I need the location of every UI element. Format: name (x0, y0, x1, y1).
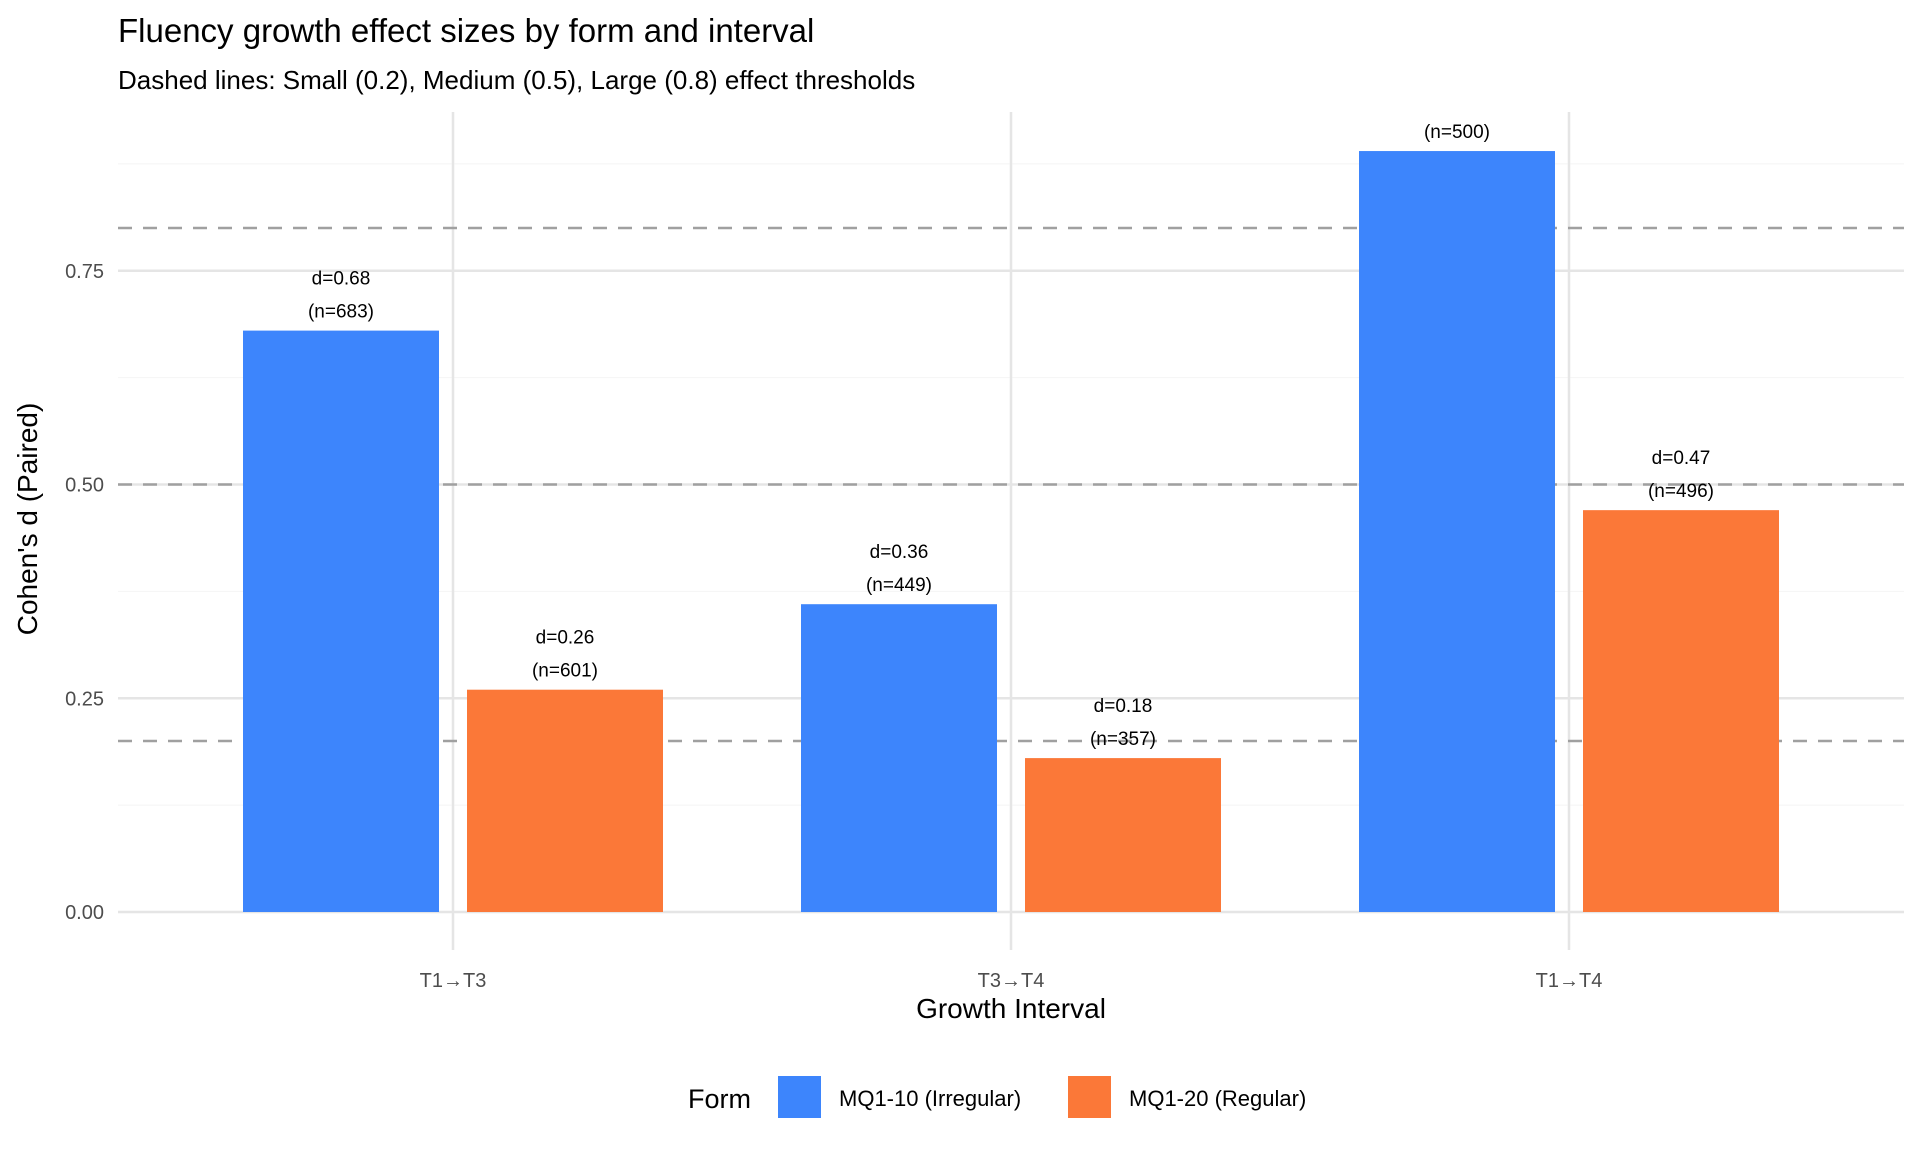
legend-label: MQ1-10 (Irregular) (839, 1086, 1021, 1111)
x-axis-ticks: T1→T3 T3→T4 T1→T4 (420, 970, 1603, 992)
x-tick-label: T1→T3 (420, 970, 487, 992)
y-tick-label: 0.25 (65, 688, 104, 710)
legend-title: Form (688, 1084, 751, 1114)
legend: Form MQ1-10 (Irregular) MQ1-20 (Regular) (688, 1076, 1306, 1118)
bar-value-label: d=0.47 (1652, 448, 1711, 469)
bar (467, 689, 663, 912)
y-tick-label: 0.50 (65, 475, 104, 497)
bar (801, 604, 997, 912)
bar-n-label: (n=449) (866, 575, 932, 596)
bar (243, 330, 439, 913)
bar-n-label: (n=601) (532, 661, 598, 682)
bar (1359, 151, 1555, 913)
bar-n-label: (n=683) (308, 302, 374, 323)
bar-value-label: d=0.18 (1094, 696, 1153, 717)
y-tick-label: 0.75 (65, 261, 104, 283)
bar-value-label: d=0.26 (536, 628, 595, 649)
legend-label: MQ1-20 (Regular) (1129, 1086, 1306, 1111)
legend-swatch (1068, 1076, 1111, 1118)
y-axis-ticks: 0.00 0.25 0.50 0.75 (65, 261, 104, 924)
bar-n-label: (n=357) (1090, 729, 1156, 750)
bar-n-label: (n=496) (1648, 481, 1714, 502)
x-tick-label: T1→T4 (1536, 970, 1603, 992)
bar-labels: d=0.68 (n=683) d=0.36 (n=449) (n=500) d=0.26 (… (308, 122, 1714, 750)
bar (1025, 758, 1221, 912)
bar (1583, 510, 1779, 912)
legend-swatch (778, 1076, 821, 1118)
y-tick-label: 0.00 (65, 902, 104, 924)
bars (243, 151, 1779, 913)
bar-value-label: d=0.68 (312, 269, 371, 290)
chart-subtitle: Dashed lines: Small (0.2), Medium (0.5),… (118, 65, 915, 95)
x-tick-label: T3→T4 (978, 970, 1045, 992)
bar-value-label: d=0.36 (870, 542, 929, 563)
x-axis-title: Growth Interval (916, 993, 1106, 1024)
chart-title: Fluency growth effect sizes by form and … (118, 12, 814, 49)
bar-n-label: (n=500) (1424, 122, 1490, 143)
y-axis-title: Cohen's d (Paired) (12, 403, 43, 636)
